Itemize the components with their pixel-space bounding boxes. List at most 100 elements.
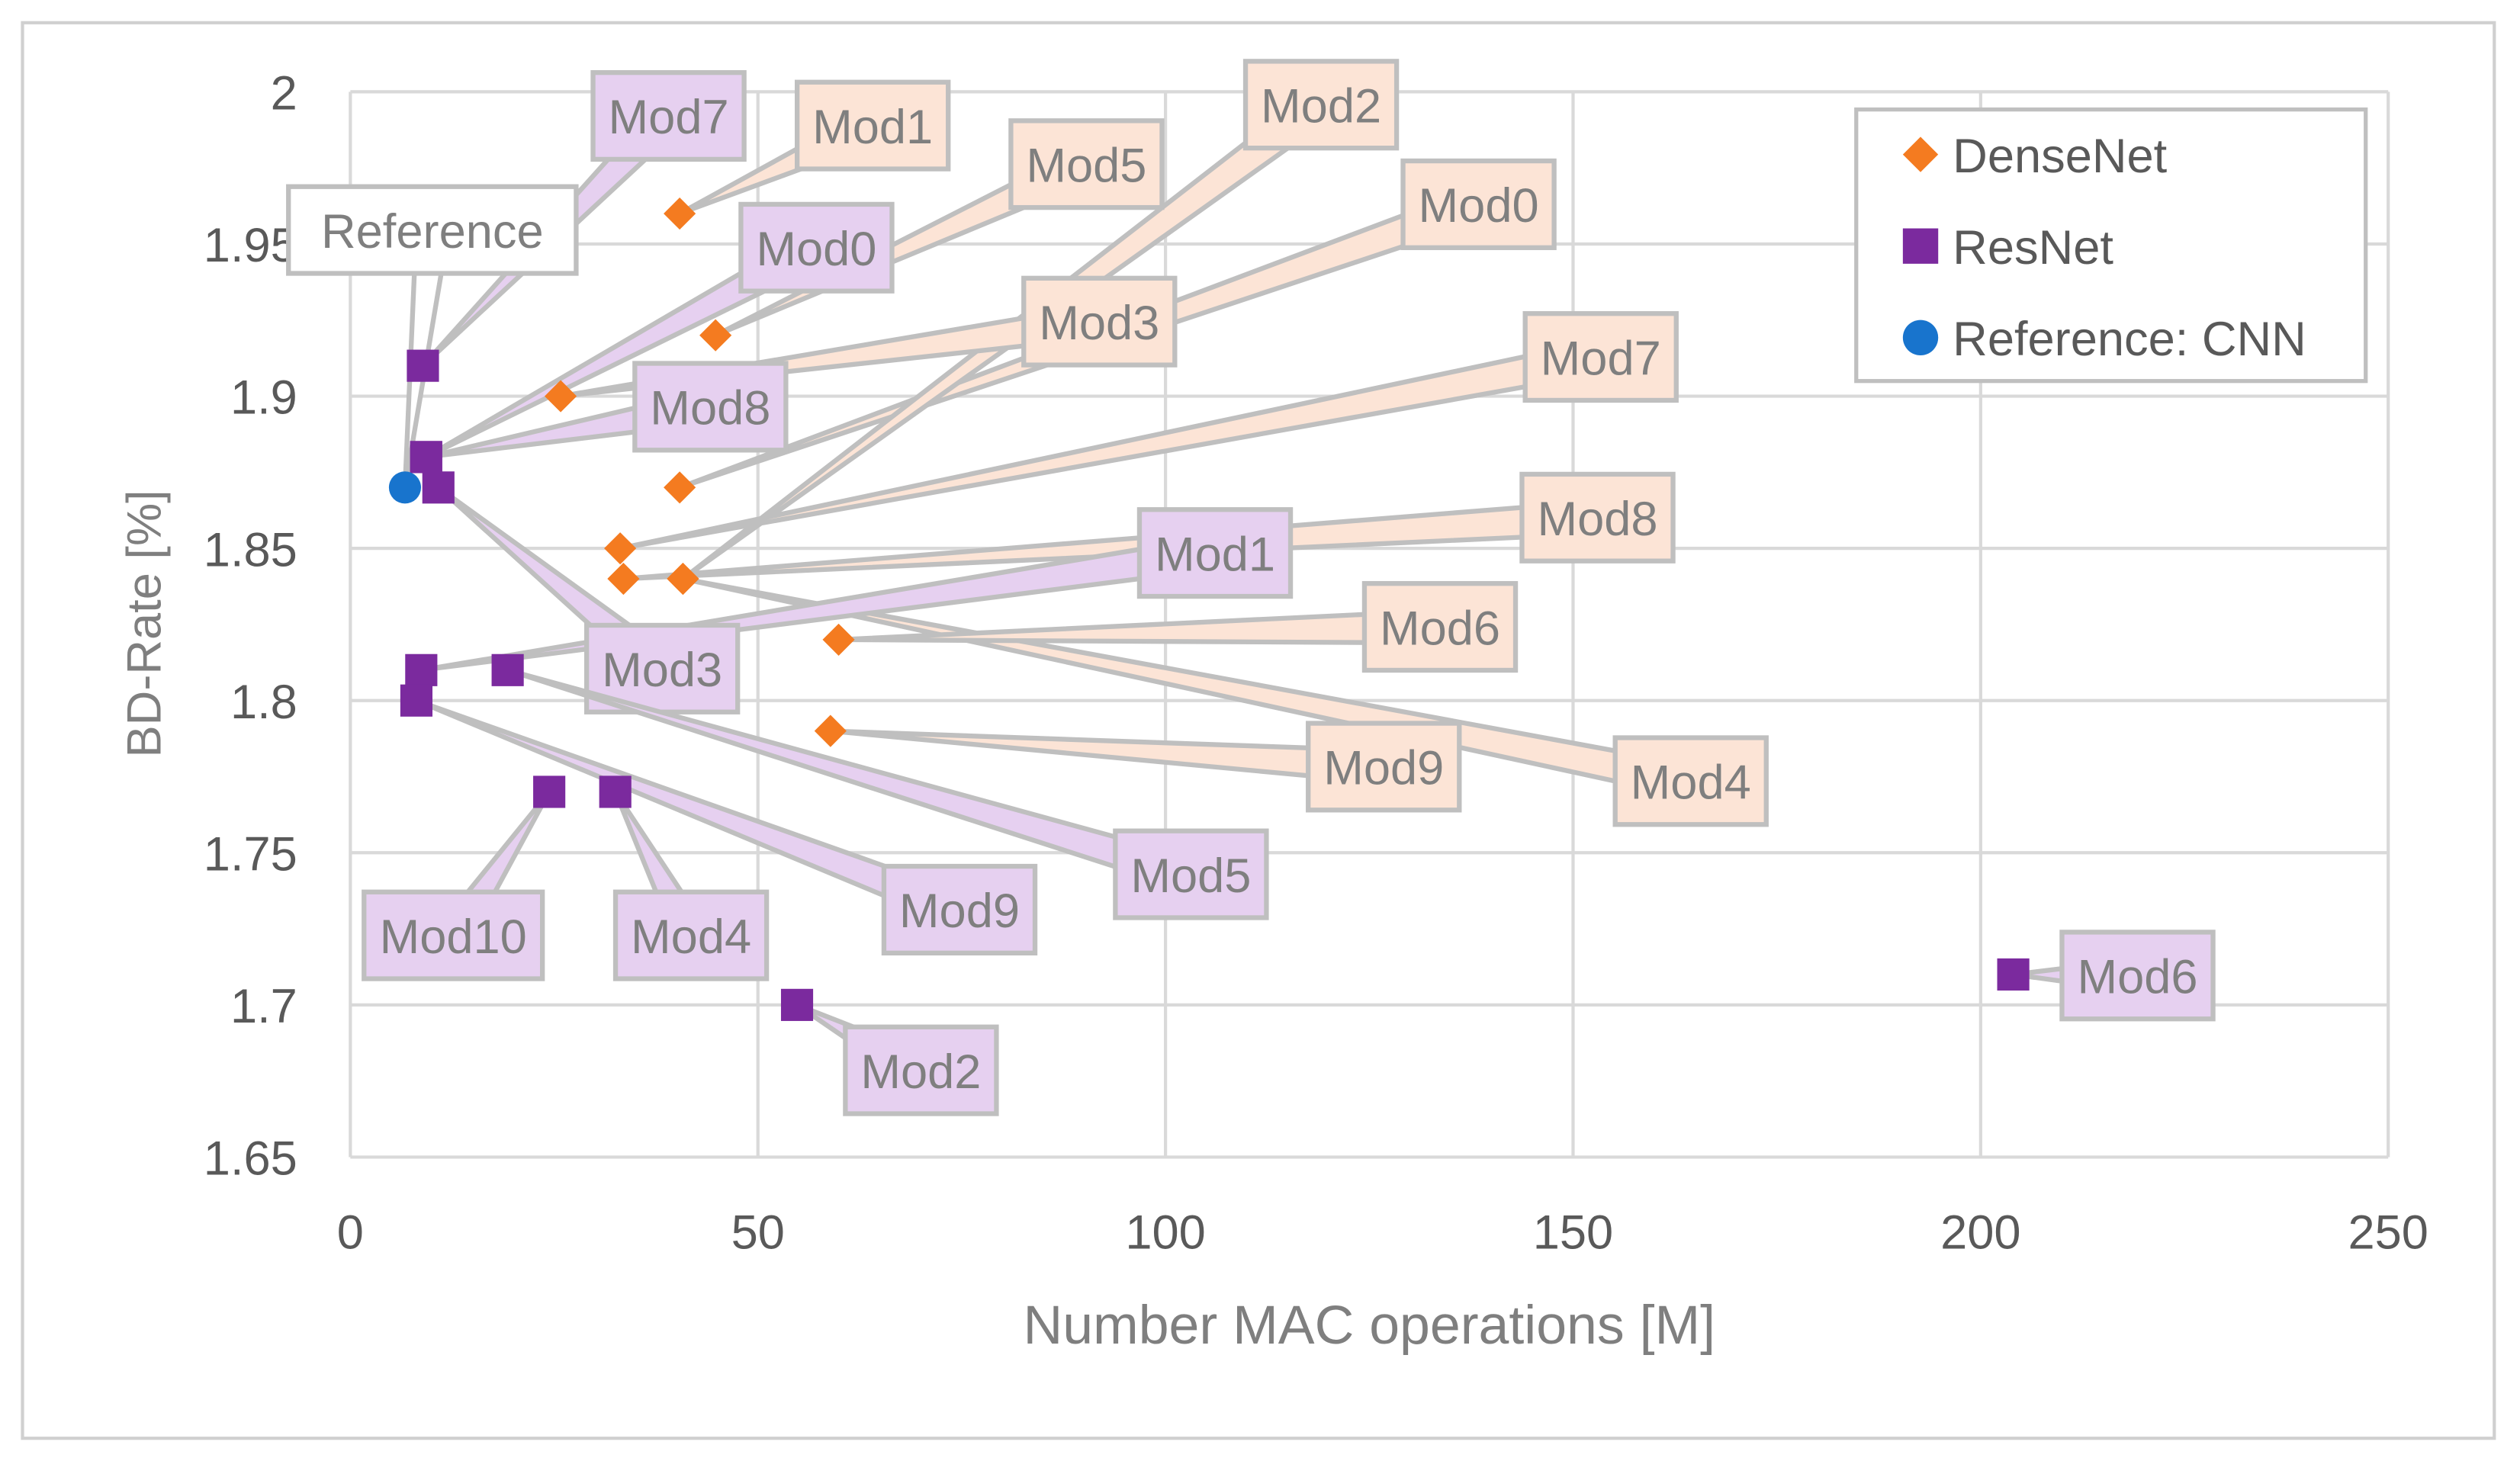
callout-box [1361,581,1519,673]
data-points [388,197,2030,1021]
callout-box [1136,507,1294,599]
callout-text: Mod7 [1541,332,1661,385]
y-tick-label: 1.7 [230,980,297,1033]
y-axis-ticks: 1.65 1.7 1.75 1.8 1.85 1.9 1.95 2 [204,67,297,1186]
callout-label: Mod8 [423,361,789,460]
densenet-point [667,562,699,596]
callout-box [1113,828,1269,920]
resnet-point [780,988,814,1021]
x-tick-label: 200 [1940,1206,2020,1260]
callout-label: Mod4 [612,789,770,981]
callout-text: Mod3 [602,644,722,697]
callout-box [1242,59,1400,151]
callout-label: Mod9 [828,721,1462,813]
callout-box [286,184,579,276]
legend-label: DenseNet [1953,130,2167,183]
callout-box [1400,158,1557,250]
callout-text: Mod0 [1419,179,1539,233]
callout-box [1522,311,1679,403]
legend-box [1854,107,2368,384]
callout-box [612,889,770,981]
callout-box [794,79,951,172]
callout-text: Mod9 [899,885,1020,938]
callout-text: Mod5 [1026,139,1146,192]
callout-label: Mod7 [617,311,1679,551]
y-axis-title: BD-Rate [%] [118,490,172,757]
legend-label: ResNet [1953,221,2113,275]
x-tick-label: 150 [1533,1206,1613,1260]
legend-circle-icon [1902,319,1939,355]
densenet-point [607,562,640,596]
callout-text: Mod4 [1631,756,1751,810]
resnet-point [400,684,432,717]
y-tick-label: 1.9 [230,371,297,425]
x-tick-label: 100 [1125,1206,1205,1260]
callout-label: Mod6 [2011,930,2216,1022]
callout-box [1306,721,1462,813]
resnet-point [533,775,566,808]
callout-box [632,361,789,453]
densenet-point [814,714,847,747]
legend-diamond-icon [1902,136,1939,172]
callout-box [1021,275,1178,368]
callout-box [738,201,895,294]
callout-text: Mod10 [380,910,527,964]
resnet-point [407,349,439,382]
x-tick-label: 50 [731,1206,785,1260]
callout-box [1008,118,1165,210]
callout-text: Mod7 [609,91,729,144]
callout-label: Mod8 [621,471,1676,582]
callout-text: Mod5 [1130,849,1251,903]
callout-text: Mod2 [860,1045,981,1099]
legend-label: Reference: CNN [1953,313,2306,366]
callout-text: Mod8 [650,382,770,435]
callout-text: Mod6 [1380,602,1500,655]
resnet-point [599,775,632,808]
callout-text: Mod3 [1039,297,1159,350]
callout-label: Mod0 [423,201,895,460]
callout-box [881,863,1038,955]
resnet-point [1997,958,2030,991]
callout-box [1519,471,1676,564]
callout-text: Mod1 [1155,528,1275,581]
callout-box [362,889,545,981]
densenet-point [604,532,637,565]
resnet-point [491,653,524,686]
y-tick-label: 2 [271,67,297,120]
callout-box [843,1024,999,1116]
callout-label: Mod2 [794,1002,999,1116]
callout-text: Mod4 [631,910,751,964]
data-labels: Mod0 Mod1 Mod2 Mod3 Mod4 Mod5 Mod6 Mod7 Mod8 Mod9… [286,59,2216,1116]
callout-box [590,69,747,162]
callout-label: Reference [286,184,579,490]
callout-text: Mod9 [1323,742,1444,795]
callout-label: Mod6 [836,581,1519,673]
callout-box [2059,930,2216,1022]
y-tick-label: 1.85 [204,523,297,576]
x-axis-ticks: 0 50 100 150 200 250 [337,1206,2428,1260]
resnet-point [410,441,442,474]
callout-label: Mod9 [413,698,1038,955]
callout-text: Mod2 [1261,79,1381,133]
callout-text: Reference [321,205,544,258]
callout-label: Mod5 [505,667,1269,920]
x-tick-label: 250 [2348,1206,2428,1260]
callout-label: Mod3 [436,485,741,714]
densenet-point [822,623,855,656]
callout-text: Mod1 [812,101,933,154]
y-tick-label: 1.95 [204,219,297,272]
legend: DenseNet ResNet Reference: CNN [1854,107,2368,384]
resnet-point [405,653,438,686]
y-tick-label: 1.8 [230,676,297,729]
y-tick-label: 1.75 [204,827,297,881]
callout-box [1612,735,1769,827]
callout-label: Mod10 [362,789,552,981]
callout-text: Mod8 [1537,493,1657,546]
callout-text: Mod0 [756,223,876,276]
callout-label: Mod1 [677,79,951,217]
densenet-point [664,471,696,504]
resnet-point [422,471,455,504]
densenet-point [664,197,696,230]
x-tick-label: 0 [337,1206,364,1260]
